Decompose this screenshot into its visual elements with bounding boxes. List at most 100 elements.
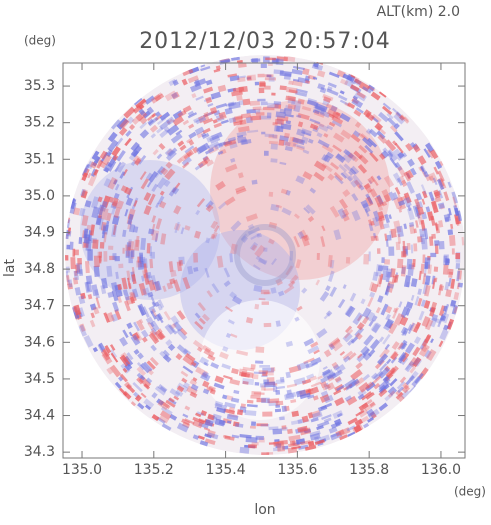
radar-cell	[307, 215, 315, 223]
radar-cell	[412, 258, 416, 267]
radar-cell	[140, 392, 147, 399]
radar-cell	[123, 106, 136, 119]
radar-cell	[127, 239, 132, 248]
radar-cell	[195, 95, 204, 101]
radar-cell	[293, 105, 301, 113]
radar-cell	[270, 143, 278, 150]
radar-cell	[247, 226, 261, 236]
radar-cell	[251, 179, 258, 185]
radar-cell	[274, 103, 282, 109]
radar-cell	[295, 259, 302, 269]
radar-cell	[209, 388, 216, 395]
radar-cell	[391, 341, 400, 350]
radar-cell	[455, 253, 461, 260]
radar-cell	[433, 266, 439, 272]
radar-cell	[228, 101, 235, 107]
radar-cell	[370, 235, 378, 242]
radar-cell	[382, 265, 389, 271]
radar-cell	[259, 81, 266, 88]
radar-cell	[157, 299, 165, 309]
radar-cell	[170, 92, 179, 100]
radar-cell	[159, 190, 165, 196]
radar-cell	[423, 148, 431, 158]
radar-cell	[298, 444, 309, 450]
radar-cell	[284, 393, 295, 401]
radar-cell	[354, 418, 363, 427]
radar-cell	[122, 367, 128, 373]
radar-cell	[428, 175, 435, 182]
radar-cell	[383, 223, 390, 229]
radar-cell	[273, 447, 281, 452]
radar-cell	[130, 292, 137, 302]
radar-cell	[400, 326, 409, 335]
radar-cell	[358, 382, 370, 393]
radar-cell	[363, 422, 370, 429]
radar-cell	[246, 108, 256, 114]
radar-cell	[135, 319, 145, 331]
radar-cell	[434, 243, 439, 254]
radar-cell	[165, 339, 173, 347]
radar-cell	[106, 367, 114, 375]
radar-cell	[334, 397, 345, 407]
radar-cell	[66, 283, 73, 290]
radar-cell	[245, 436, 258, 443]
radar-cell	[393, 123, 400, 130]
radar-cell	[113, 179, 118, 185]
radar-cell	[72, 277, 79, 285]
radar-cell	[392, 307, 399, 319]
radar-cell	[254, 382, 260, 386]
radar-cell	[252, 264, 261, 271]
radar-cell	[350, 133, 361, 143]
radar-cell	[390, 370, 395, 375]
radar-cell	[263, 150, 269, 156]
radar-cell	[206, 290, 213, 298]
radar-cell	[203, 86, 214, 94]
radar-cell	[341, 208, 350, 217]
radar-cell	[364, 208, 370, 217]
radar-cell	[340, 78, 349, 86]
radar-cell	[263, 379, 269, 385]
radar-cell	[171, 186, 180, 195]
radar-cell	[150, 310, 157, 320]
radar-cell	[299, 440, 311, 446]
radar-cell	[279, 85, 287, 91]
radar-cell	[392, 107, 402, 117]
radar-cell	[310, 357, 322, 366]
radar-cell	[400, 265, 407, 277]
radar-cell	[416, 212, 424, 225]
radar-cell	[376, 175, 382, 181]
x-tick-label: 135.2	[134, 462, 174, 478]
radar-cell	[435, 223, 441, 234]
radar-cell	[147, 193, 156, 206]
radar-cell	[367, 83, 376, 92]
radar-cell	[394, 131, 404, 142]
radar-cell	[149, 329, 160, 342]
radar-cell	[396, 380, 406, 390]
radar-cell	[204, 419, 214, 427]
radar-cell	[323, 417, 332, 423]
radar-cell	[360, 298, 366, 305]
radar-cell	[122, 289, 130, 301]
radar-cell	[154, 233, 159, 243]
radar-cell	[133, 200, 138, 207]
radar-cell	[387, 386, 398, 396]
radar-cell	[377, 265, 384, 272]
radar-cell	[346, 338, 355, 346]
radar-cell	[74, 249, 79, 256]
radar-cell	[364, 381, 376, 392]
radar-cell	[410, 244, 414, 254]
radar-cell	[357, 393, 365, 401]
radar-cell	[301, 105, 312, 112]
radar-cell	[447, 268, 454, 275]
radar-cell	[368, 251, 371, 262]
radar-cell	[326, 372, 336, 380]
radar-cell	[211, 231, 218, 239]
radar-cell	[198, 317, 206, 325]
radar-cell	[429, 317, 438, 328]
radar-cell	[322, 93, 334, 102]
radar-cell	[165, 150, 177, 161]
radar-cell	[345, 325, 353, 334]
radar-cell	[148, 332, 160, 345]
altitude-label: ALT(km) 2.0	[377, 4, 460, 20]
radar-cell	[146, 243, 151, 254]
